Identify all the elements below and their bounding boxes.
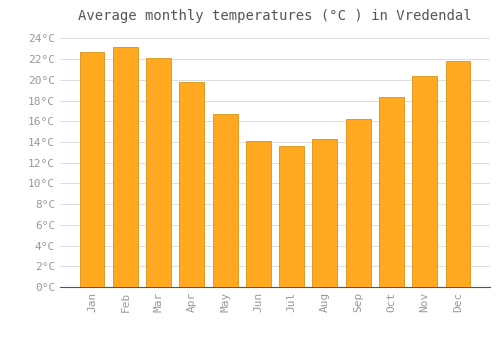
Bar (80, 52, 104, 287)
Bar (180, 82, 204, 287)
Bar (312, 139, 338, 287)
Bar (446, 61, 470, 287)
Bar (113, 47, 138, 287)
Bar (146, 58, 171, 287)
Bar (279, 146, 304, 287)
Bar (346, 119, 370, 287)
Bar (246, 141, 271, 287)
Title: Average monthly temperatures (°C ) in Vredendal: Average monthly temperatures (°C ) in Vr… (78, 9, 472, 23)
Bar (212, 114, 238, 287)
Bar (412, 76, 437, 287)
Bar (379, 97, 404, 287)
